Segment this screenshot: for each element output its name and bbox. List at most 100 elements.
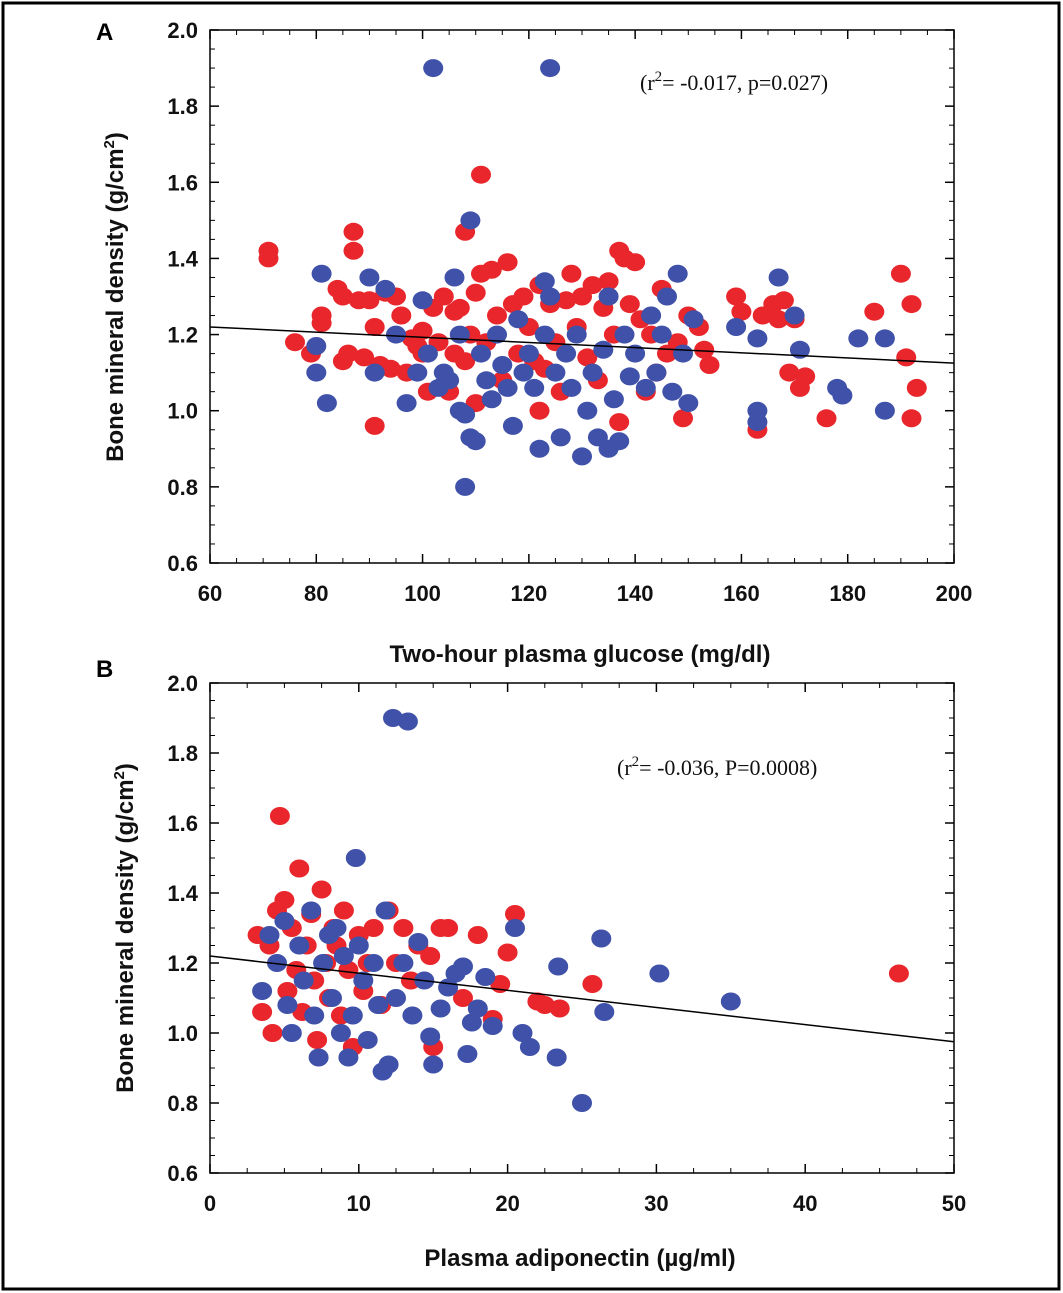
point-red <box>497 253 518 272</box>
y-tick-label: 1.0 <box>167 1021 198 1046</box>
point-blue <box>651 325 672 344</box>
x-tick-label: 40 <box>793 1191 817 1216</box>
point-blue <box>306 363 327 382</box>
y-tick-label: 1.8 <box>167 741 198 766</box>
point-blue <box>396 394 417 413</box>
point-blue <box>683 310 704 329</box>
annotation-rest: = -0.036, P=0.0008) <box>639 755 817 780</box>
point-red <box>577 348 598 367</box>
point-red <box>364 416 385 435</box>
point-red <box>816 409 837 428</box>
point-blue <box>519 1038 540 1056</box>
point-blue <box>313 954 334 972</box>
panel-a-letter: A <box>96 19 113 46</box>
point-blue <box>375 279 396 298</box>
y-tick-label: 0.6 <box>167 551 198 576</box>
point-red <box>549 999 570 1018</box>
y-tick-label: 2.0 <box>167 18 198 43</box>
point-blue <box>471 344 491 363</box>
point-blue <box>482 1017 503 1035</box>
regression-line <box>209 326 955 364</box>
x-tick-label: 80 <box>304 581 328 606</box>
point-red <box>726 287 747 306</box>
point-blue <box>338 1048 359 1067</box>
point-blue <box>311 264 332 283</box>
point-blue <box>252 982 273 1000</box>
point-red <box>277 982 298 1000</box>
point-red <box>582 975 603 993</box>
point-blue <box>259 926 280 944</box>
point-red <box>420 947 441 965</box>
point-blue <box>348 936 369 955</box>
point-red <box>449 298 470 317</box>
point-blue <box>308 1048 329 1067</box>
point-red <box>609 413 630 432</box>
point-blue <box>274 912 295 930</box>
point-red <box>393 919 414 937</box>
point-blue <box>475 968 496 986</box>
point-blue <box>386 325 406 344</box>
point-red <box>380 359 401 378</box>
point-blue <box>397 712 418 731</box>
point-blue <box>412 291 433 310</box>
point-blue <box>747 329 768 348</box>
point-blue <box>481 390 502 409</box>
y-label-superscript: 2 <box>111 771 128 779</box>
point-blue <box>513 363 534 382</box>
point-blue <box>316 394 337 413</box>
annotation-prefix: (r <box>640 70 655 95</box>
point-blue <box>561 378 582 397</box>
y-tick-label: 0.8 <box>167 475 198 500</box>
point-red <box>467 926 488 944</box>
point-red <box>354 348 375 367</box>
point-blue <box>832 386 853 405</box>
point-red <box>901 409 922 428</box>
point-blue <box>306 337 327 355</box>
point-red <box>779 363 800 382</box>
annotation-rest: = -0.017, p=0.027) <box>662 70 828 95</box>
y-tick-label: 0.6 <box>167 1161 198 1186</box>
y-tick-label: 1.4 <box>167 246 198 271</box>
point-blue <box>625 344 646 363</box>
point-red <box>556 291 577 310</box>
point-blue <box>386 989 406 1007</box>
point-blue <box>420 1027 441 1046</box>
regression-line <box>209 955 955 1043</box>
point-red <box>438 919 459 937</box>
y-tick-label: 1.6 <box>167 170 198 195</box>
point-red <box>307 1031 328 1049</box>
point-blue <box>582 363 603 382</box>
point-blue <box>301 901 322 920</box>
point-blue <box>649 964 670 983</box>
point-red <box>269 807 290 825</box>
point-red <box>505 905 525 923</box>
point-blue <box>407 363 428 382</box>
point-blue <box>593 340 614 359</box>
point-red <box>311 314 332 333</box>
y-label-superscript: 2 <box>101 140 118 148</box>
point-blue <box>673 344 693 363</box>
x-tick-label: 50 <box>942 1191 966 1216</box>
point-blue <box>534 325 555 344</box>
point-red <box>481 260 502 279</box>
point-blue <box>619 367 640 386</box>
point-blue <box>417 344 438 363</box>
point-red <box>471 165 491 184</box>
point-blue <box>304 1006 325 1025</box>
point-red <box>864 302 885 321</box>
point-blue <box>556 344 577 363</box>
point-red <box>391 306 412 325</box>
point-blue <box>874 401 895 420</box>
y-tick-label: 1.2 <box>167 323 198 348</box>
panel-b-stats-annotation: (r2= -0.036, P=0.0008) <box>617 754 817 780</box>
point-red <box>901 295 922 314</box>
y-tick-label: 1.2 <box>167 951 198 976</box>
x-tick-label: 10 <box>347 1191 371 1216</box>
panel-a: A 0.6 0.8 1.0 1.2 1.4 1.6 1.8 2.0 60 80 100 120 140 1… <box>96 18 972 668</box>
y-tick-label: 1.4 <box>167 881 198 906</box>
point-red <box>582 276 603 295</box>
point-red <box>433 287 454 306</box>
x-tick-label: 120 <box>510 581 547 606</box>
annotation-superscript: 2 <box>655 69 663 85</box>
